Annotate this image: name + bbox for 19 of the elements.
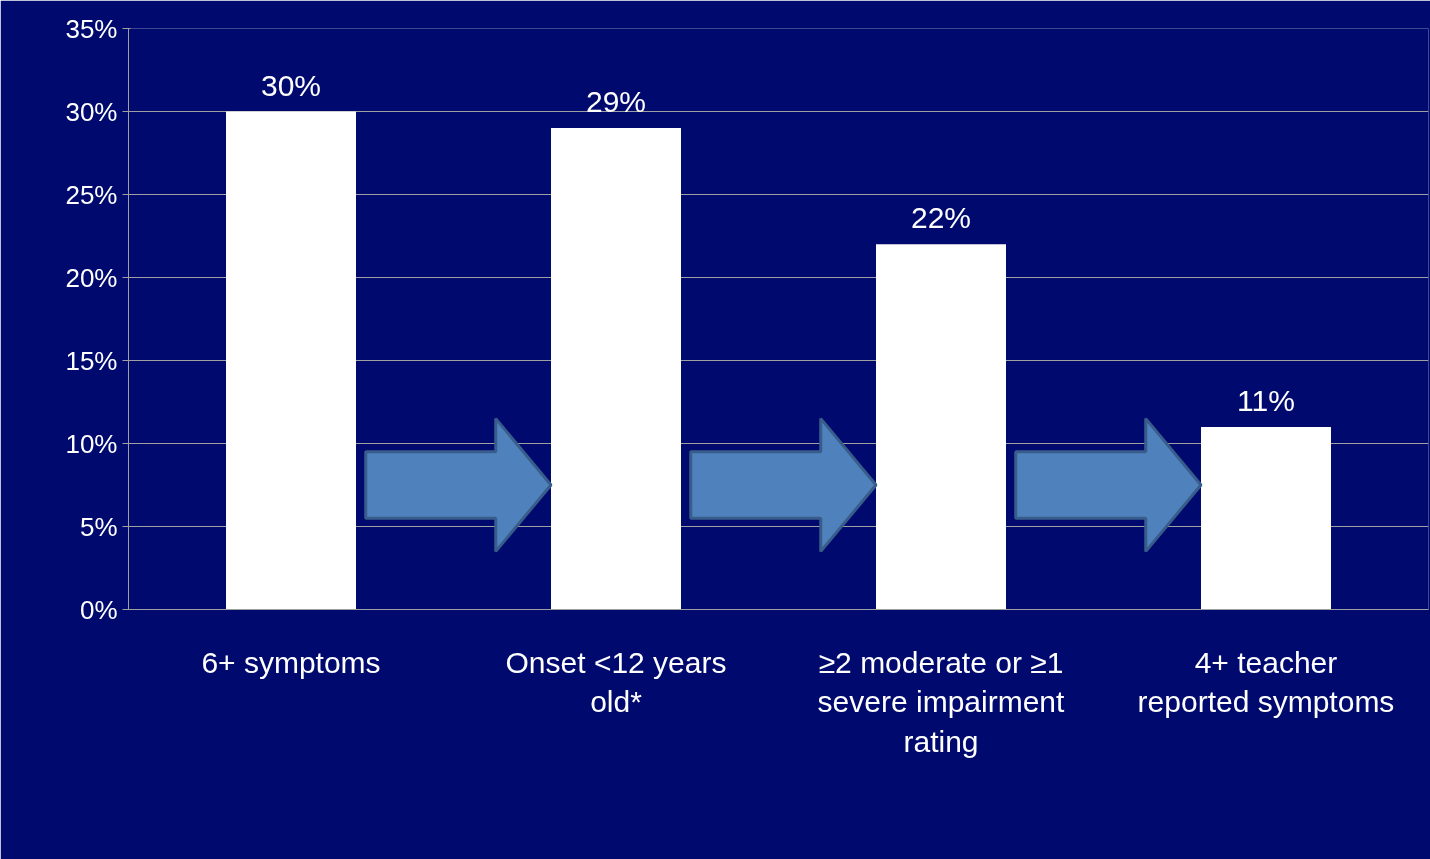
bar xyxy=(876,244,1006,610)
y-tick-label: 10% xyxy=(65,428,118,459)
y-tick-label: 15% xyxy=(65,345,118,376)
x-tick-label: ≥2 moderate or ≥1 severe impairment rating xyxy=(817,645,1066,758)
data-label: 11% xyxy=(1237,383,1295,417)
bar xyxy=(551,128,681,610)
y-tick-label: 25% xyxy=(65,179,118,210)
x-tick-label: 6+ symptoms xyxy=(201,645,381,679)
x-tick-label: Onset <12 years old* xyxy=(505,645,727,719)
data-label: 29% xyxy=(585,85,647,119)
x-tick-label: 4+ teacher reported symptoms xyxy=(1137,645,1395,719)
bar xyxy=(226,111,356,610)
data-label: 22% xyxy=(910,201,972,235)
data-label: 30% xyxy=(260,68,322,102)
y-tick-label: 35% xyxy=(65,13,118,44)
y-tick-label: 0% xyxy=(79,594,118,625)
y-tick-label: 30% xyxy=(65,96,118,127)
y-tick-label: 20% xyxy=(65,262,118,293)
y-tick-label: 5% xyxy=(79,511,118,542)
